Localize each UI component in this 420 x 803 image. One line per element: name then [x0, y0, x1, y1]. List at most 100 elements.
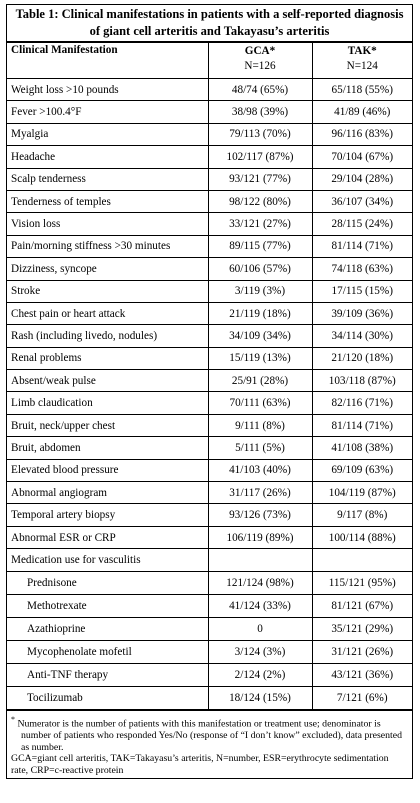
table-row-tak-value: 29/104 (28%): [311, 167, 412, 191]
table-row-gca-value: 31/117 (26%): [207, 481, 313, 505]
table-row-tak-value: 82/116 (71%): [311, 391, 412, 415]
table-row-tak-value: 81/114 (71%): [311, 234, 412, 259]
medication-row-label: Mycophenolate mofetil: [7, 640, 209, 665]
table-row-label: Bruit, abdomen: [7, 436, 209, 460]
table-row-label: Headache: [7, 145, 209, 169]
table-row-gca-value: 106/119 (89%): [207, 525, 313, 550]
table-row-tak-value: 65/118 (55%): [311, 77, 412, 102]
medication-row-tak-value: 115/121 (95%): [311, 571, 412, 596]
table-row-label: Scalp tenderness: [7, 167, 209, 191]
table-row-tak-value: 41/89 (46%): [311, 100, 412, 124]
medication-row-gca-value: 41/124 (33%): [207, 594, 313, 619]
table-row: Fever >100.4°F 38/98 (39%) 41/89 (46%): [7, 100, 412, 124]
medication-row-tak-value: 7/121 (6%): [311, 686, 412, 711]
table-container: Table 1: Clinical manifestations in pati…: [6, 4, 413, 780]
table-row-label: Weight loss >10 pounds: [7, 77, 209, 102]
table-row-tak-value: 69/109 (63%): [311, 458, 412, 483]
header-gca-label: GCA*: [244, 45, 276, 57]
medication-row-label: Tocilizumab: [7, 686, 209, 711]
medication-row: Tocilizumab 18/124 (15%) 7/121 (6%): [7, 686, 412, 711]
header-gca: GCA* N=126: [207, 42, 313, 79]
table-row-gca-value: 9/111 (8%): [207, 413, 313, 438]
table-row-gca-value: 98/122 (80%): [207, 189, 313, 214]
medication-row-label: Azathioprine: [7, 617, 209, 642]
table-row-gca-value: 15/119 (13%): [207, 346, 313, 371]
header-tak: TAK* N=124: [311, 42, 412, 79]
table-row: Tenderness of temples 98/122 (80%) 36/107 …: [7, 189, 412, 214]
table-row-tak-value: 39/109 (36%): [311, 301, 412, 326]
table-row: Dizziness, syncope 60/106 (57%) 74/118 (63…: [7, 257, 412, 281]
table-row-gca-value: 34/109 (34%): [207, 324, 313, 348]
table-row-tak-value: 81/114 (71%): [311, 413, 412, 438]
medication-header-row: Medication use for vasculitis: [7, 548, 412, 573]
table-row-tak-value: 41/108 (38%): [311, 436, 412, 460]
medication-row-label: Anti-TNF therapy: [7, 663, 209, 688]
table-title: Table 1: Clinical manifestations in pati…: [7, 5, 412, 42]
table-row: Rash (including livedo, nodules) 34/109 (…: [7, 324, 412, 348]
table-row-label: Myalgia: [7, 122, 209, 147]
table-row-gca-value: 89/115 (77%): [207, 234, 313, 259]
table-row-label: Rash (including livedo, nodules): [7, 324, 209, 348]
table-row-gca-value: 3/119 (3%): [207, 279, 313, 303]
table-row: Abnormal angiogram 31/117 (26%) 104/119 (8…: [7, 481, 412, 505]
table-row: Vision loss 33/121 (27%) 28/115 (24%): [7, 212, 412, 236]
table-row: Temporal artery biopsy 93/126 (73%) 9/117 …: [7, 503, 412, 527]
table-row-label: Absent/weak pulse: [7, 369, 209, 393]
medication-row-label: Methotrexate: [7, 594, 209, 619]
medication-row: Prednisone 121/124 (98%) 115/121 (95%): [7, 571, 412, 596]
table-row-gca-value: 5/111 (5%): [207, 436, 313, 460]
table-row-tak-value: 70/104 (67%): [311, 145, 412, 169]
footnote-main-text: Numerator is the number of patients with…: [15, 718, 402, 753]
table-row-gca-value: 93/121 (77%): [207, 167, 313, 191]
table-row-gca-value: 60/106 (57%): [207, 257, 313, 281]
table-row-label: Fever >100.4°F: [7, 100, 209, 124]
footnote-abbreviations: GCA=giant cell arteritis, TAK=Takayasu’s…: [11, 753, 389, 776]
medication-header-tak: [311, 548, 412, 573]
table-row-tak-value: 28/115 (24%): [311, 212, 412, 236]
manifestations-table: Clinical Manifestation GCA* N=126 TAK* N…: [7, 42, 412, 711]
table-row-gca-value: 70/111 (63%): [207, 391, 313, 415]
medication-row-label: Prednisone: [7, 571, 209, 596]
table-row-label: Tenderness of temples: [7, 189, 209, 214]
table-row-tak-value: 17/115 (15%): [311, 279, 412, 303]
table-row-tak-value: 36/107 (34%): [311, 189, 412, 214]
table-row-label: Pain/morning stiffness >30 minutes: [7, 234, 209, 259]
footnote-definition: * Numerator is the number of patients wi…: [11, 714, 408, 753]
table-row-tak-value: 9/117 (8%): [311, 503, 412, 527]
table-row-gca-value: 93/126 (73%): [207, 503, 313, 527]
table-row: Scalp tenderness 93/121 (77%) 29/104 (28%): [7, 167, 412, 191]
table-row-label: Temporal artery biopsy: [7, 503, 209, 527]
table-row-label: Dizziness, syncope: [7, 257, 209, 281]
table-row-label: Limb claudication: [7, 391, 209, 415]
table-row: Chest pain or heart attack 21/119 (18%) 39…: [7, 301, 412, 326]
medication-row-gca-value: 121/124 (98%): [207, 571, 313, 596]
table-row: Absent/weak pulse 25/91 (28%) 103/118 (87%…: [7, 369, 412, 393]
header-row: Clinical Manifestation GCA* N=126 TAK* N…: [7, 42, 412, 79]
medication-section: Medication use for vasculitis: [7, 548, 412, 573]
medication-row-tak-value: 31/121 (26%): [311, 640, 412, 665]
table-row-label: Abnormal angiogram: [7, 481, 209, 505]
table-row-label: Chest pain or heart attack: [7, 301, 209, 326]
table-body: Weight loss >10 pounds 48/74 (65%) 65/118 …: [7, 77, 412, 550]
table-row-gca-value: 41/103 (40%): [207, 458, 313, 483]
table-row-label: Elevated blood pressure: [7, 458, 209, 483]
table-row: Bruit, neck/upper chest 9/111 (8%) 81/114 …: [7, 413, 412, 438]
medication-body: Prednisone 121/124 (98%) 115/121 (95%) Meth…: [7, 571, 412, 711]
medication-row-gca-value: 2/124 (2%): [207, 663, 313, 688]
medication-row: Anti-TNF therapy 2/124 (2%) 43/121 (36%): [7, 663, 412, 688]
table-row-gca-value: 38/98 (39%): [207, 100, 313, 124]
table-row: Elevated blood pressure 41/103 (40%) 69/10…: [7, 458, 412, 483]
table-row-tak-value: 34/114 (30%): [311, 324, 412, 348]
medication-row: Mycophenolate mofetil 3/124 (3%) 31/121 (2…: [7, 640, 412, 665]
header-clinical-manifestation: Clinical Manifestation: [7, 42, 209, 79]
table-row: Limb claudication 70/111 (63%) 82/116 (71%…: [7, 391, 412, 415]
footnote-star: *: [11, 715, 15, 725]
table-footnote: * Numerator is the number of patients wi…: [7, 710, 412, 778]
table-row: Stroke 3/119 (3%) 17/115 (15%): [7, 279, 412, 303]
medication-row-gca-value: 3/124 (3%): [207, 640, 313, 665]
medication-row: Azathioprine 0 35/121 (29%): [7, 617, 412, 642]
header-gca-n: N=126: [244, 60, 276, 72]
medication-row-tak-value: 43/121 (36%): [311, 663, 412, 688]
table-row: Abnormal ESR or CRP 106/119 (89%) 100/114 …: [7, 525, 412, 550]
table-row: Bruit, abdomen 5/111 (5%) 41/108 (38%): [7, 436, 412, 460]
